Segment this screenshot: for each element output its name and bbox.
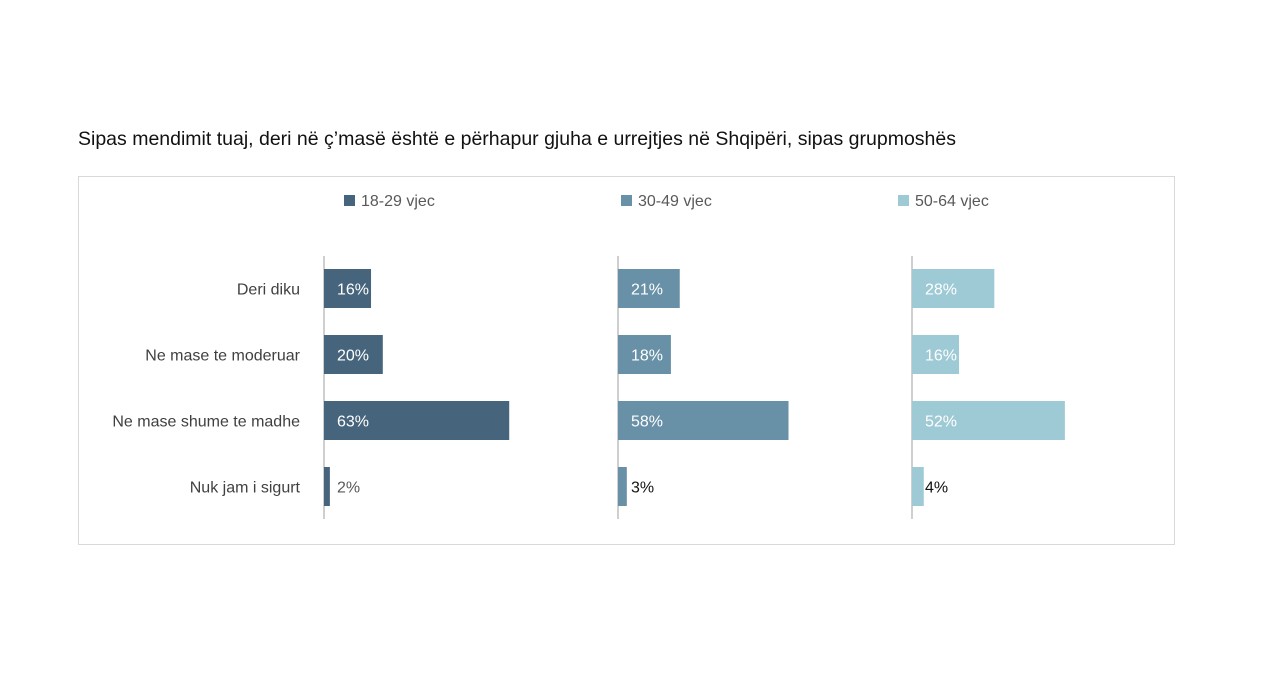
chart-title: Sipas mendimit tuaj, deri në ç’masë ësht… <box>78 128 956 150</box>
data-label: 2% <box>337 480 360 497</box>
bar <box>324 269 372 308</box>
category-label: Deri diku <box>237 282 300 299</box>
data-label: 16% <box>925 348 957 365</box>
bar <box>912 269 995 308</box>
bar <box>324 467 330 506</box>
data-label: 21% <box>631 282 663 299</box>
data-label: 4% <box>925 480 948 497</box>
bar <box>618 401 789 440</box>
bar <box>618 335 671 374</box>
data-label: 3% <box>631 480 654 497</box>
bar <box>912 401 1065 440</box>
chart-frame <box>78 176 1175 545</box>
data-label: 16% <box>337 282 369 299</box>
bar <box>912 467 924 506</box>
legend-swatch <box>344 195 355 206</box>
data-label: 20% <box>337 348 369 365</box>
legend-swatch <box>621 195 632 206</box>
legend-label: 18-29 vjec <box>361 193 435 210</box>
legend-swatch <box>898 195 909 206</box>
legend-label: 50-64 vjec <box>915 193 989 210</box>
bar <box>324 335 383 374</box>
category-label: Ne mase shume te madhe <box>112 414 300 431</box>
data-label: 52% <box>925 414 957 431</box>
bar <box>618 269 680 308</box>
bar <box>912 335 960 374</box>
category-label: Ne mase te moderuar <box>145 348 300 365</box>
category-label: Nuk jam i sigurt <box>190 480 301 497</box>
bar <box>324 401 510 440</box>
data-label: 28% <box>925 282 957 299</box>
data-label: 18% <box>631 348 663 365</box>
bar <box>618 467 627 506</box>
data-label: 63% <box>337 414 369 431</box>
legend-label: 30-49 vjec <box>638 193 712 210</box>
data-label: 58% <box>631 414 663 431</box>
